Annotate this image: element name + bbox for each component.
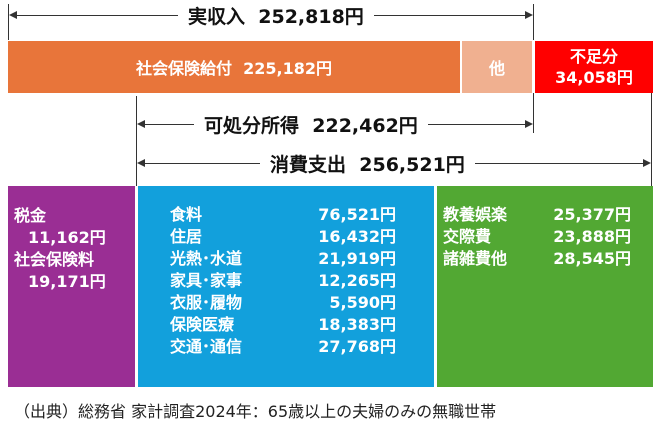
deficit-bar: 不足分 34,058円	[535, 41, 653, 93]
income-right-tick	[533, 4, 534, 40]
list-item: 家具･家事 12,265円	[170, 271, 396, 290]
disposable-arrow-left	[137, 120, 145, 128]
consumption-label: 消費支出 256,521円	[260, 150, 475, 177]
list-item: 光熱･水道 21,919円	[170, 249, 396, 268]
disposable-arrow-right	[525, 120, 533, 128]
tax-block: 税金 11,162円 社会保険料 19,171円	[8, 186, 135, 387]
list-item: 交際費 23,888円	[443, 227, 631, 246]
source-note: （出典）総務省 家計調査2024年：65歳以上の夫婦のみの無職世帯	[14, 402, 497, 421]
other-bar: 他	[462, 41, 532, 93]
tax-value: 11,162円	[28, 228, 106, 247]
list-item: 教養娯楽 25,377円	[443, 205, 631, 224]
other-label: 他	[488, 59, 505, 78]
social-insurance-value: 19,171円	[28, 272, 106, 291]
list-item: 衣服･履物 5,590円	[170, 293, 396, 312]
leisure-block: 教養娯楽 25,377円 交際費 23,888円 諸雑費他 28,545円	[437, 186, 653, 387]
consumption-arrow-left	[137, 159, 145, 167]
consumption-right-tick	[651, 93, 652, 186]
deficit-label: 不足分	[569, 47, 618, 66]
social-benefit-value: 225,182円	[243, 59, 333, 78]
list-item: 保険医療 18,383円	[170, 315, 396, 334]
income-arrow-right	[525, 11, 533, 19]
disposable-right-tick	[533, 93, 534, 133]
disposable-label: 可処分所得 222,462円	[194, 111, 428, 138]
list-item: 交通･通信 27,768円	[170, 337, 396, 356]
tax-label: 税金	[14, 206, 47, 225]
disposable-left-tick	[136, 96, 137, 186]
deficit-value: 34,058円	[555, 68, 633, 87]
income-label: 実収入 252,818円	[178, 2, 374, 29]
social-benefit-bar: 社会保険給付 225,182円	[8, 41, 460, 93]
list-item: 食料 76,521円	[170, 205, 396, 224]
living-block: 食料 76,521円 住居 16,432円 光熱･水道 21,919円 家具･家事 12…	[138, 186, 434, 387]
income-left-tick	[8, 4, 9, 40]
consumption-arrow-right	[643, 159, 651, 167]
social-benefit-label: 社会保険給付	[135, 59, 232, 78]
list-item: 住居 16,432円	[170, 227, 396, 246]
income-arrow-left	[9, 11, 17, 19]
social-insurance-label: 社会保険料	[14, 250, 95, 269]
list-item: 諸雑費他 28,545円	[443, 249, 631, 268]
